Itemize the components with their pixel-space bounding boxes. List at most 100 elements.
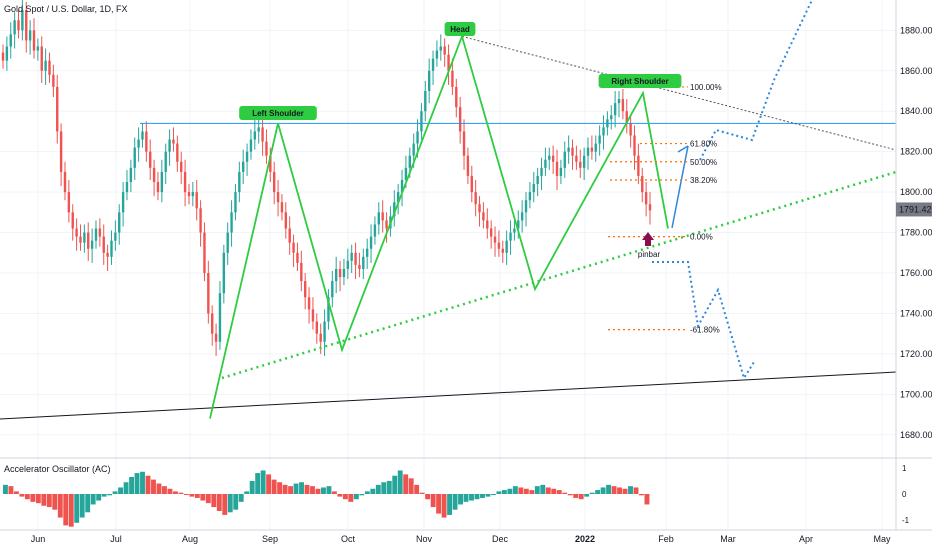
fib-label: 100.00% <box>690 83 722 92</box>
candle-body <box>458 107 462 132</box>
candle-body <box>63 171 67 193</box>
candle-body <box>342 268 346 278</box>
time-label: Jun <box>31 534 46 544</box>
osc-bar <box>293 483 299 494</box>
osc-bar <box>342 494 348 500</box>
candle-body <box>478 204 481 213</box>
candle-body <box>602 127 605 136</box>
osc-bar <box>419 492 425 494</box>
osc-tick-label: -1 <box>902 516 910 525</box>
candle-body <box>234 192 237 213</box>
candle-body <box>350 252 353 261</box>
osc-bar <box>178 492 184 494</box>
candle-body <box>67 192 71 213</box>
candle-body <box>180 161 183 172</box>
candle-body <box>280 202 284 213</box>
candle-body <box>648 204 652 211</box>
projection-up <box>671 145 689 229</box>
candle-body <box>575 155 578 162</box>
candle-body <box>90 240 94 249</box>
candle-body <box>218 293 222 342</box>
osc-bar <box>353 494 359 500</box>
price-tick-label: 1880.00 <box>900 25 932 35</box>
candle-body <box>164 151 167 172</box>
candle-body <box>303 281 307 298</box>
candle-body <box>563 151 566 168</box>
candle-body <box>191 192 195 197</box>
osc-bar <box>101 494 107 497</box>
candle-body <box>36 46 40 51</box>
osc-bar <box>348 494 354 502</box>
osc-bar <box>13 491 19 494</box>
candle-body <box>276 192 280 203</box>
candle-body <box>610 115 613 120</box>
candle-body <box>156 182 160 193</box>
candle-body <box>261 127 264 142</box>
osc-bar <box>162 486 167 494</box>
candle-body <box>586 147 590 156</box>
candle-body <box>486 220 489 229</box>
osc-bar <box>167 488 173 494</box>
head-label-bg <box>444 22 476 36</box>
osc-bar <box>359 494 365 496</box>
osc-bar <box>222 494 228 515</box>
osc-bar <box>381 482 387 494</box>
candle-body <box>327 297 330 322</box>
candle-body <box>114 232 117 241</box>
osc-bar <box>52 494 58 510</box>
candle-body <box>567 147 570 152</box>
candle-body <box>404 167 408 180</box>
candle-body <box>470 175 473 193</box>
osc-bar <box>205 494 211 504</box>
candle-body <box>528 192 532 201</box>
candle-body <box>118 212 121 233</box>
time-label: Nov <box>416 534 433 544</box>
candle-body <box>17 20 20 31</box>
candle-body <box>292 242 295 253</box>
osc-bar <box>19 494 25 497</box>
candle-body <box>365 248 369 257</box>
osc-bar <box>304 484 310 494</box>
candle-body <box>13 20 16 35</box>
candle-body <box>517 220 520 229</box>
time-label: Oct <box>341 534 356 544</box>
candle-body <box>5 46 9 61</box>
osc-bar <box>68 494 74 527</box>
osc-bar <box>622 488 628 494</box>
candle-body <box>141 131 144 140</box>
osc-bar <box>518 487 524 494</box>
osc-bar <box>331 491 337 494</box>
candle-body <box>307 297 311 310</box>
candle-body <box>540 167 543 176</box>
osc-bar <box>403 474 409 494</box>
osc-bar <box>436 494 442 514</box>
osc-bar <box>611 486 617 494</box>
pinbar-label: pinbar <box>638 250 661 259</box>
candle-body <box>532 184 535 193</box>
osc-bar <box>172 491 178 494</box>
candle-body <box>412 143 415 156</box>
candle-body <box>633 135 636 156</box>
price-tick-label: 1720.00 <box>900 349 932 359</box>
price-tick-label: 1800.00 <box>900 187 932 197</box>
candle-body <box>420 111 423 132</box>
candle-body <box>559 167 563 176</box>
candle-body <box>582 155 586 168</box>
candle-body <box>44 60 47 71</box>
oscillator-title: Accelerator Oscillator (AC) <box>4 464 111 474</box>
candle-body <box>300 262 303 282</box>
osc-bar <box>551 488 557 494</box>
osc-bar <box>386 480 392 494</box>
candle-body <box>195 192 198 209</box>
osc-bar <box>74 494 80 523</box>
candle-body <box>505 240 508 253</box>
osc-bar <box>441 494 447 518</box>
candle-body <box>133 147 136 168</box>
osc-bar <box>600 487 606 494</box>
candle-body <box>98 228 102 237</box>
osc-bar <box>545 487 551 494</box>
osc-bar <box>183 494 189 495</box>
candle-body <box>482 212 485 221</box>
candle-body <box>25 10 28 41</box>
